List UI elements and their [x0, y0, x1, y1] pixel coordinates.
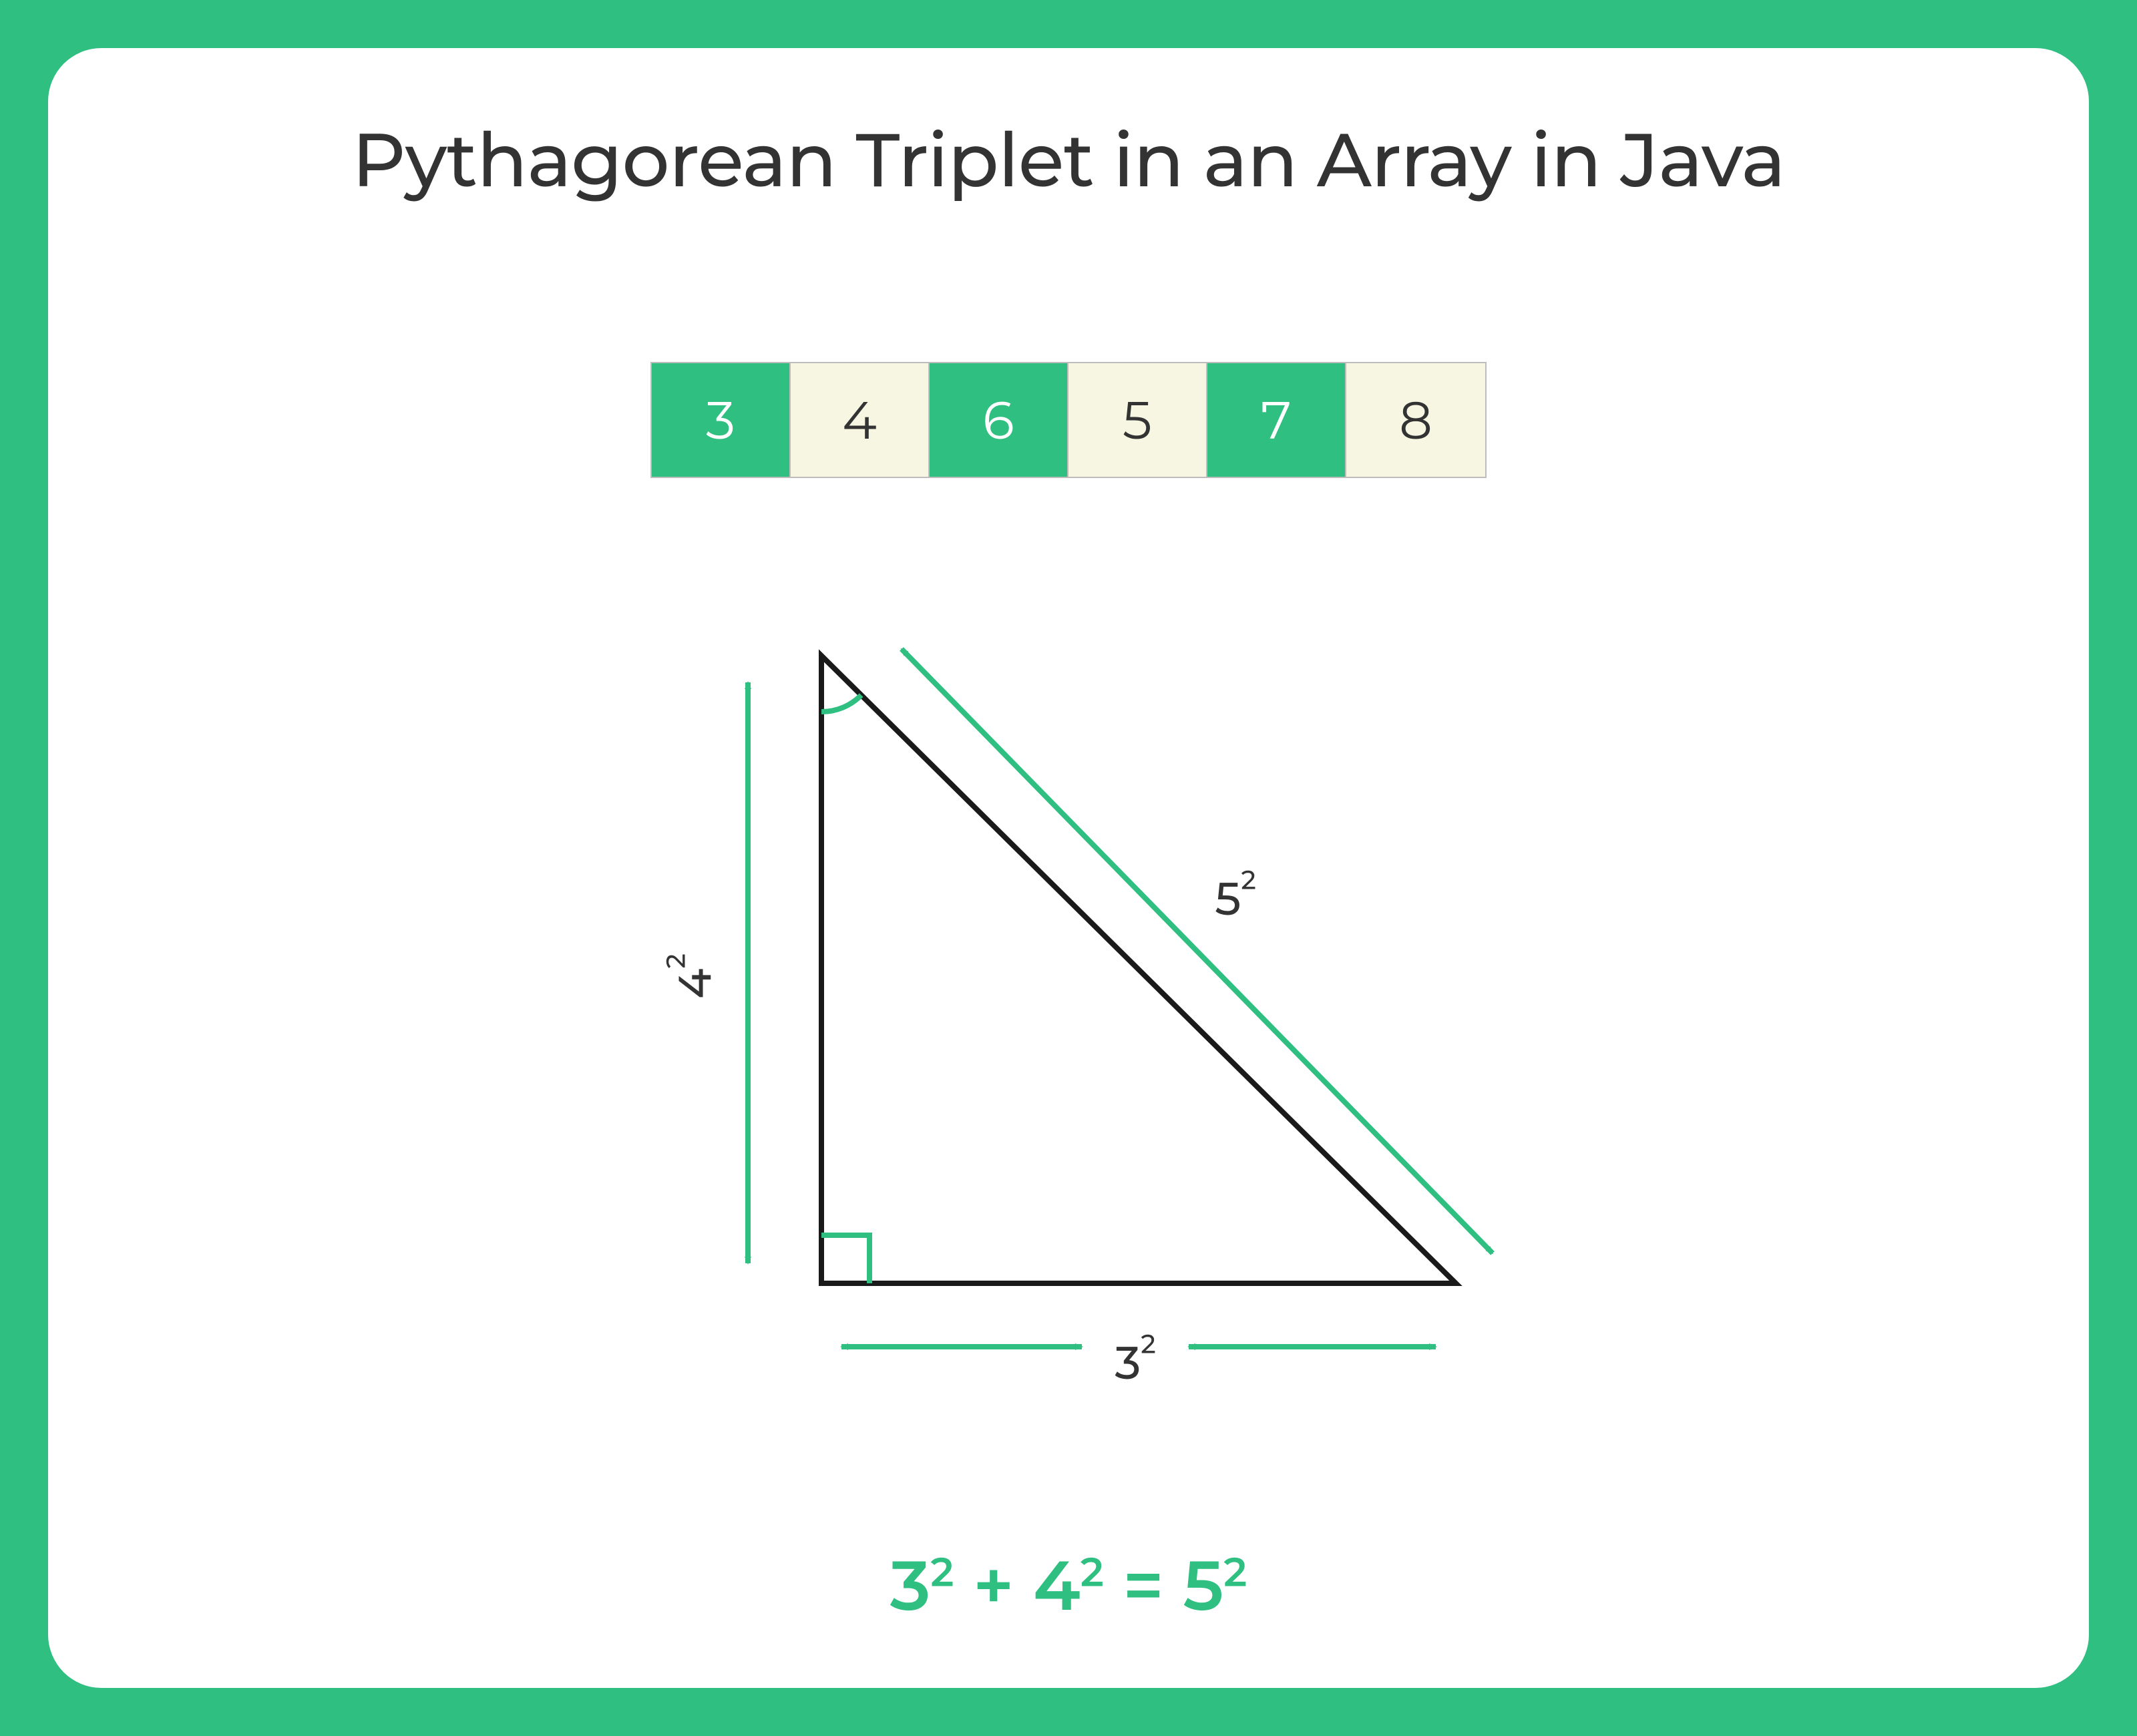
array-cell-5: 8 — [1346, 363, 1485, 477]
array-cell-1: 4 — [791, 363, 930, 477]
array-row: 346578 — [650, 362, 1487, 478]
triangle-diagram: 42 32 52 — [501, 616, 1636, 1417]
equation: 32 + 42 = 52 — [890, 1543, 1247, 1628]
outer-frame: Pythagorean Triplet in an Array in Java … — [0, 0, 2137, 1736]
inner-card: Pythagorean Triplet in an Array in Java … — [48, 48, 2089, 1688]
array-cell-3: 5 — [1068, 363, 1207, 477]
array-cell-0: 3 — [652, 363, 791, 477]
svg-text:52: 52 — [1215, 864, 1255, 927]
page-title: Pythagorean Triplet in an Array in Java — [352, 115, 1785, 206]
array-cell-4: 7 — [1207, 363, 1346, 477]
svg-text:42: 42 — [660, 953, 723, 999]
svg-text:32: 32 — [1115, 1328, 1155, 1391]
array-cell-2: 6 — [930, 363, 1068, 477]
